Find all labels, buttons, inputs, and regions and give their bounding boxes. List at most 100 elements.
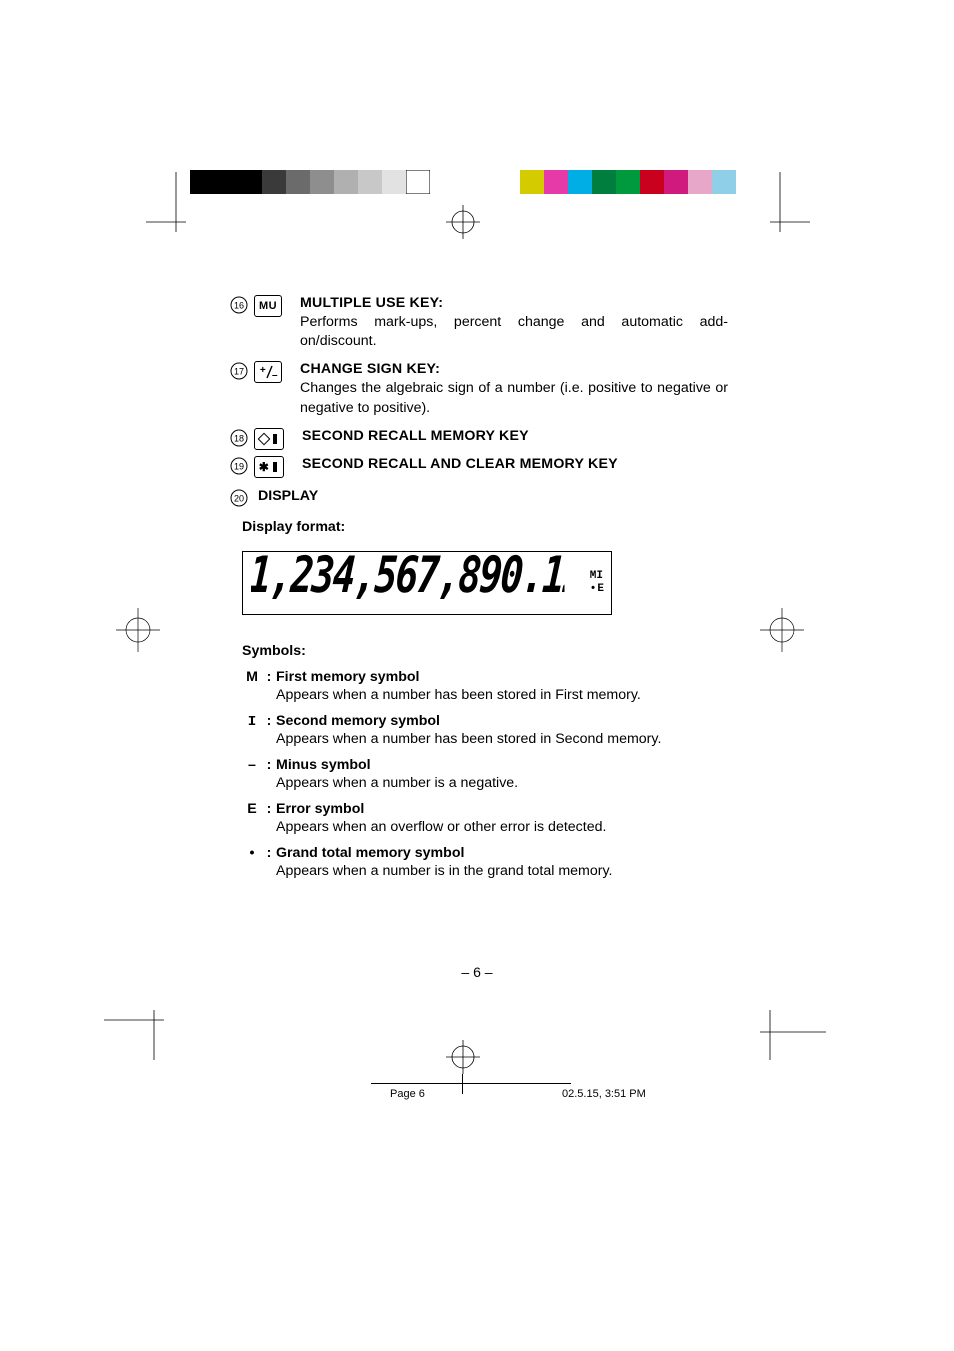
color-swatch — [214, 170, 238, 194]
symbol-text: Error symbol Appears when an overflow or … — [276, 801, 728, 835]
svg-text:16: 16 — [234, 301, 244, 311]
display-heading: DISPLAY — [258, 488, 318, 504]
symbol-colon: : — [262, 713, 276, 729]
color-swatch — [310, 170, 334, 194]
svg-text:✱: ✱ — [259, 460, 270, 474]
page-number: – 6 – — [0, 964, 954, 980]
symbol-title: Second memory symbol — [276, 713, 728, 729]
color-swatch — [520, 170, 544, 194]
item-title: CHANGE SIGN KEY: — [300, 361, 728, 377]
symbol-row: •:Grand total memory symbol Appears when … — [242, 845, 728, 879]
symbol-desc: Appears when a number has been stored in… — [276, 731, 728, 747]
footer-divider — [371, 1083, 571, 1084]
crop-bottom-right — [746, 1010, 826, 1070]
symbol-colon: : — [262, 801, 276, 817]
symbol-colon: : — [262, 757, 276, 773]
symbol-title: First memory symbol — [276, 669, 728, 685]
color-swatch — [262, 170, 286, 194]
item-title: SECOND RECALL AND CLEAR MEMORY KEY — [302, 456, 728, 472]
svg-text:19: 19 — [234, 461, 244, 471]
symbol-desc: Appears when a number is a negative. — [276, 775, 728, 791]
symbols-list: M:First memory symbolAppears when a numb… — [230, 669, 728, 879]
circled-number-17-icon: 17 — [230, 362, 248, 380]
svg-text:17: 17 — [234, 367, 244, 377]
lcd-display-box: 1,234,567,890.12 MI •E — [242, 551, 612, 615]
circled-number-18-icon: 18 — [230, 429, 248, 447]
registration-left — [116, 608, 160, 652]
color-swatch — [334, 170, 358, 194]
color-swatch — [616, 170, 640, 194]
content-area: 16 MU MULTIPLE USE KEY: Performs mark-up… — [230, 295, 728, 879]
item-desc: Performs mark-ups, percent change and au… — [300, 313, 728, 351]
symbol-desc: Appears when a number has been stored in… — [276, 687, 728, 703]
symbol-text: Minus symbol Appears when a number is a n… — [276, 757, 728, 791]
symbol-desc: Appears when a number is in the grand to… — [276, 863, 728, 879]
circled-number-19-icon: 19 — [230, 457, 248, 475]
svg-text:1,234,567,890.12: 1,234,567,890.12 — [251, 547, 565, 604]
symbol-row: E:Error symbol Appears when an overflow o… — [242, 801, 728, 835]
symbol-colon: : — [262, 845, 276, 861]
registration-target-bottom — [446, 1040, 480, 1074]
lcd-side-line1: MI — [590, 570, 605, 583]
symbol-row: I:Second memory symbol Appears when a num… — [242, 713, 728, 747]
circled-number-16-icon: 16 — [230, 296, 248, 314]
footer-page-label: Page 6 — [390, 1088, 425, 1100]
color-swatch — [712, 170, 736, 194]
crop-bottom-left — [104, 1010, 184, 1070]
symbol-text: First memory symbol Appears when a number… — [276, 669, 728, 703]
symbol-text: Grand total memory symbol Appears when a … — [276, 845, 728, 879]
symbol-key: • — [242, 845, 262, 861]
color-swatch — [382, 170, 406, 194]
symbol-key: E — [242, 801, 262, 817]
symbol-key: I — [242, 713, 262, 730]
key-item-16: 16 MU MULTIPLE USE KEY: Performs mark-up… — [230, 295, 728, 351]
registration-target-top — [446, 205, 480, 239]
key-item-19: 19 ✱ SECOND RECALL AND CLEAR MEMORY KEY — [230, 456, 728, 478]
color-swatch — [544, 170, 568, 194]
lcd-digits: 1,234,567,890.12 — [251, 545, 573, 621]
svg-text:–: – — [272, 370, 278, 380]
symbols-heading: Symbols: — [242, 643, 728, 659]
item-desc: Changes the algebraic sign of a number (… — [300, 379, 728, 417]
display-format-label: Display format: — [242, 519, 728, 535]
color-swatch — [406, 170, 430, 194]
footer-tick — [462, 1074, 463, 1094]
color-swatch — [568, 170, 592, 194]
symbol-desc: Appears when an overflow or other error … — [276, 819, 728, 835]
symbol-key: – — [242, 757, 262, 773]
color-bar-grayscale — [190, 170, 430, 194]
symbol-row: M:First memory symbolAppears when a numb… — [242, 669, 728, 703]
color-swatch — [286, 170, 310, 194]
display-section-header: 20 DISPLAY — [230, 488, 728, 507]
svg-text:20: 20 — [234, 493, 244, 503]
circled-number-20-icon: 20 — [230, 489, 248, 507]
color-swatch — [688, 170, 712, 194]
key-mu-icon: MU — [254, 295, 282, 317]
key-second-recall-clear-icon: ✱ — [254, 456, 284, 478]
key-item-17: 17 + – CHANGE SIGN KEY: Changes the alge… — [230, 361, 728, 417]
key-label: MU — [259, 300, 277, 312]
symbol-text: Second memory symbol Appears when a numbe… — [276, 713, 728, 747]
page: 16 MU MULTIPLE USE KEY: Performs mark-up… — [0, 0, 954, 1351]
symbol-title: Minus symbol — [276, 757, 728, 773]
key-second-recall-icon — [254, 428, 284, 450]
lcd-side-symbols: MI •E — [590, 570, 605, 595]
symbol-row: –:Minus symbol Appears when a number is a… — [242, 757, 728, 791]
color-swatch — [640, 170, 664, 194]
color-swatch — [238, 170, 262, 194]
key-item-18: 18 SECOND RECALL MEMORY KEY — [230, 428, 728, 450]
key-change-sign-icon: + – — [254, 361, 282, 383]
crop-top-right — [750, 162, 810, 232]
item-title: SECOND RECALL MEMORY KEY — [302, 428, 728, 444]
svg-text:18: 18 — [234, 433, 244, 443]
symbol-title: Grand total memory symbol — [276, 845, 728, 861]
color-swatch — [664, 170, 688, 194]
symbol-title: Error symbol — [276, 801, 728, 817]
color-swatch — [592, 170, 616, 194]
lcd-side-line2: •E — [590, 583, 605, 596]
svg-text:+: + — [260, 365, 266, 376]
registration-right — [760, 608, 804, 652]
color-swatch — [190, 170, 214, 194]
color-swatch — [358, 170, 382, 194]
symbol-colon: : — [262, 669, 276, 685]
